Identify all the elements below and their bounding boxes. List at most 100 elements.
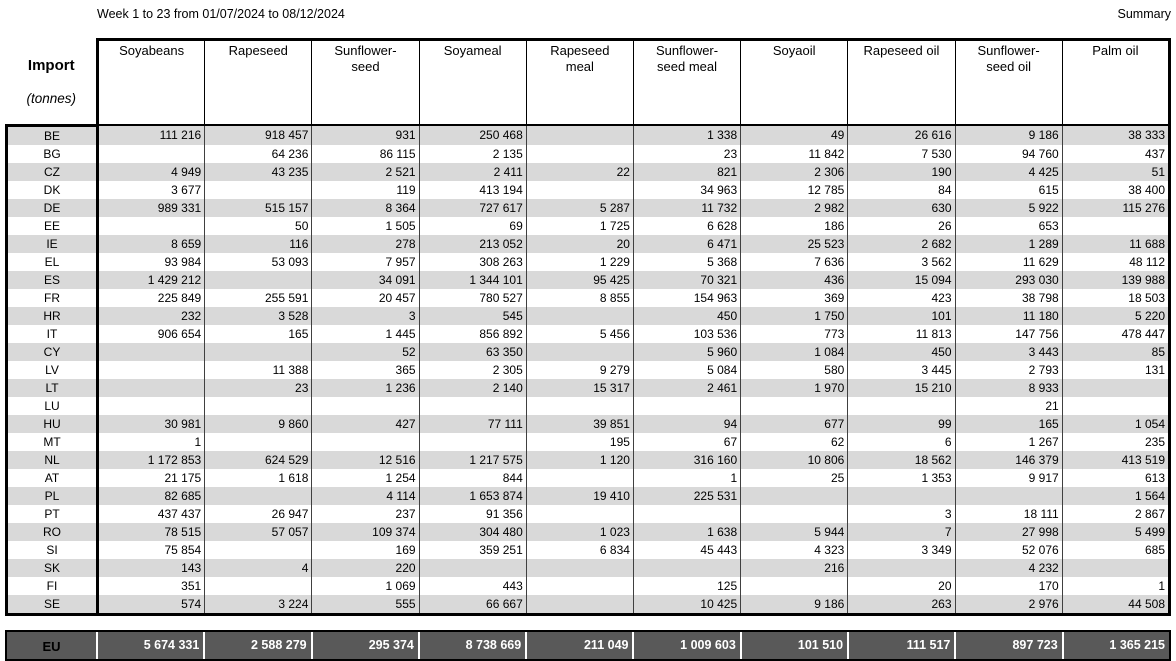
value-cell: 116 [204,234,313,253]
value-cell [204,540,313,559]
column-header: Rapeseed [204,38,313,126]
value-cell: 30 981 [96,414,206,433]
value-cell: 111 216 [96,125,206,145]
value-cell: 119 [311,180,420,199]
column-header: Rapeseed oil [847,38,956,126]
value-cell: 1 023 [525,522,634,541]
value-cell [204,180,313,199]
value-cell: 316 160 [632,450,742,469]
value-cell [954,486,1063,505]
value-cell: 11 732 [632,198,742,217]
value-cell: 84 [847,180,956,199]
value-cell: 93 984 [96,252,206,271]
value-cell: 685 [1061,540,1172,559]
value-cell: 70 321 [632,270,742,289]
country-code: FR [5,288,99,307]
value-cell: 7 [847,522,956,541]
value-cell [1061,216,1172,235]
value-cell: 8 933 [954,378,1063,397]
value-cell: 580 [740,360,849,379]
value-cell [632,558,742,577]
country-code: IE [5,234,99,253]
value-cell: 1 069 [311,576,420,595]
value-cell: 94 [632,414,742,433]
value-cell: 427 [311,414,420,433]
value-cell: 23 [632,144,742,163]
value-cell: 1 344 101 [418,270,527,289]
value-cell [632,504,742,523]
table-row: RO 78 515 57 057 109 374 304 480 1 023 1 638 5 … [5,522,1172,541]
value-cell: 1 [632,468,742,487]
value-cell: 125 [632,576,742,595]
value-cell: 147 756 [954,324,1063,343]
column-header: Sunflower- seed oil [954,38,1063,126]
value-cell [1061,396,1172,415]
value-cell: 11 388 [204,360,313,379]
value-cell [525,468,634,487]
value-cell: 450 [632,306,742,325]
value-cell [525,144,634,163]
value-cell: 19 410 [525,486,634,505]
value-cell: 2 135 [418,144,527,163]
value-cell: 2 521 [311,162,420,181]
value-cell: 437 437 [96,504,206,523]
value-cell: 727 617 [418,198,527,217]
value-cell: 11 688 [1061,234,1172,253]
value-cell: 109 374 [311,522,420,541]
value-cell: 10 425 [632,594,742,616]
value-cell: 186 [740,216,849,235]
value-cell: 677 [740,414,849,433]
value-cell: 3 443 [954,342,1063,361]
value-cell: 43 235 [204,162,313,181]
country-code: EE [5,216,99,235]
value-cell: 369 [740,288,849,307]
value-cell: 143 [96,558,206,577]
value-cell: 918 457 [204,125,313,145]
value-cell: 1 254 [311,468,420,487]
country-code: HR [5,306,99,325]
eu-total-cell: 5 674 331 [95,629,205,661]
value-cell: 170 [954,576,1063,595]
country-code: SK [5,558,99,577]
value-cell: 190 [847,162,956,181]
value-cell [311,396,420,415]
value-cell: 52 076 [954,540,1063,559]
eu-total-row: EU 5 674 331 2 588 279 295 374 8 738 669 211… [5,629,1172,661]
value-cell: 67 [632,432,742,451]
value-cell [96,144,206,163]
value-cell: 1 725 [525,216,634,235]
country-code: SI [5,540,99,559]
value-cell: 3 [847,504,956,523]
value-cell: 515 157 [204,198,313,217]
value-cell [632,396,742,415]
value-cell: 9 917 [954,468,1063,487]
eu-total-cell: 111 517 [847,629,956,661]
table-row: IE 8 659 116 278 213 052 20 6 471 25 523 2 682 1 … [5,234,1172,253]
value-cell: 131 [1061,360,1172,379]
value-cell: 450 [847,342,956,361]
value-cell: 77 111 [418,414,527,433]
value-cell [525,396,634,415]
column-header: Sunflower- seed meal [632,38,742,126]
table-row: AT 21 175 1 618 1 254 844 1 25 1 353 9 917 613 [5,468,1172,487]
eu-total-cell: 897 723 [954,629,1064,661]
value-cell: 18 111 [954,504,1063,523]
value-cell: 1 [96,432,206,451]
table-row: DE 989 331 515 157 8 364 727 617 5 287 11 732 2… [5,198,1172,217]
value-cell [847,558,956,577]
table-row: LT 23 1 236 2 140 15 317 2 461 1 970 15 210 8 93… [5,378,1172,397]
country-code: LU [5,396,99,415]
value-cell: 630 [847,198,956,217]
value-cell: 25 523 [740,234,849,253]
eu-total-cell: 8 738 669 [417,629,527,661]
value-cell: 6 [847,432,956,451]
value-cell: 2 140 [418,378,527,397]
value-cell: 15 210 [847,378,956,397]
value-cell: 34 091 [311,270,420,289]
value-cell: 62 [740,432,849,451]
value-cell: 250 468 [418,125,527,145]
value-cell: 780 527 [418,288,527,307]
table-row: PT 437 437 26 947 237 91 356 3 18 111 2 867 [5,504,1172,523]
value-cell [311,432,420,451]
value-cell: 7 530 [847,144,956,163]
